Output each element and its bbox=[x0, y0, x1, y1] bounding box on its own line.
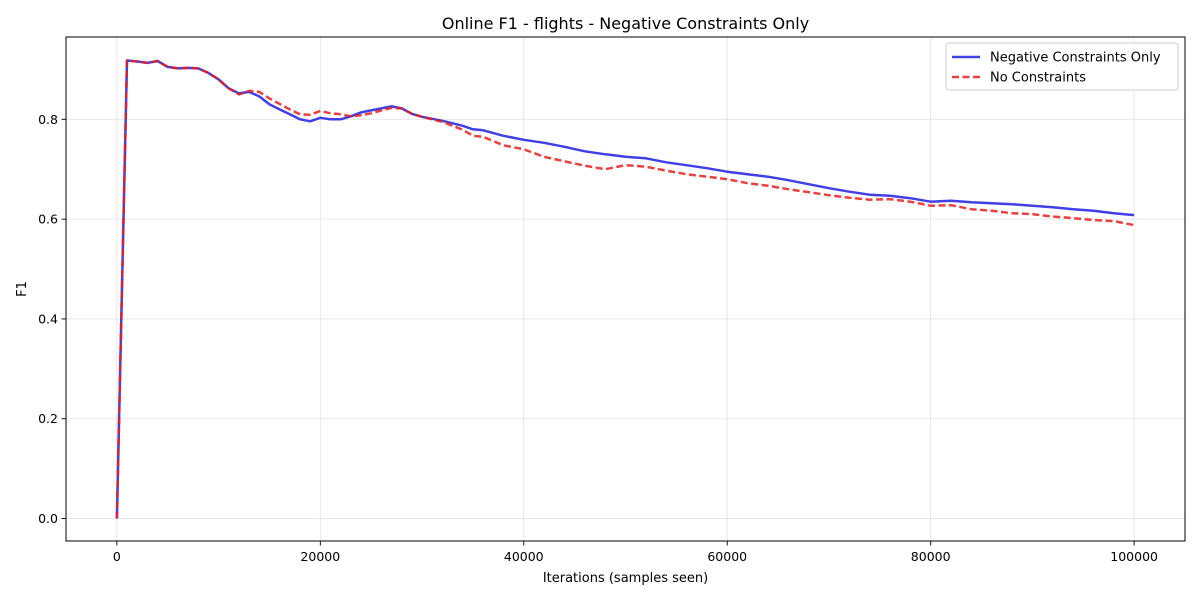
no-constraints-line bbox=[115, 59, 1135, 519]
plot-frame bbox=[65, 36, 1186, 542]
x-axis-label: Iterations (samples seen) bbox=[543, 571, 708, 586]
legend-label-no-constraints: No Constraints bbox=[990, 71, 1086, 86]
y-tick-label: 0.0 bbox=[38, 511, 58, 526]
y-tick-label: 0.8 bbox=[38, 112, 58, 127]
legend-box bbox=[945, 42, 1179, 91]
x-tick-label: 20000 bbox=[300, 549, 340, 564]
chart-title: Online F1 - flights - Negative Constrain… bbox=[442, 14, 809, 33]
x-tick-label: 80000 bbox=[911, 549, 951, 564]
y-axis-label: F1 bbox=[15, 281, 30, 297]
x-axis: 0 20000 40000 60000 80000 100000 bbox=[113, 541, 1158, 564]
x-tick-label: 40000 bbox=[504, 549, 544, 564]
x-tick-label: 0 bbox=[113, 549, 121, 564]
y-tick-label: 0.4 bbox=[38, 311, 58, 326]
x-tick-label: 100000 bbox=[1110, 549, 1158, 564]
y-axis: 0.0 0.2 0.4 0.6 0.8 bbox=[38, 112, 66, 526]
legend: Negative Constraints Only No Constraints bbox=[945, 42, 1179, 91]
series-layer bbox=[115, 59, 1135, 519]
y-tick-label: 0.2 bbox=[38, 411, 58, 426]
legend-label-negative-constraints: Negative Constraints Only bbox=[990, 51, 1161, 66]
x-tick-label: 60000 bbox=[707, 549, 747, 564]
y-tick-label: 0.6 bbox=[38, 212, 58, 227]
grid bbox=[66, 37, 1185, 541]
